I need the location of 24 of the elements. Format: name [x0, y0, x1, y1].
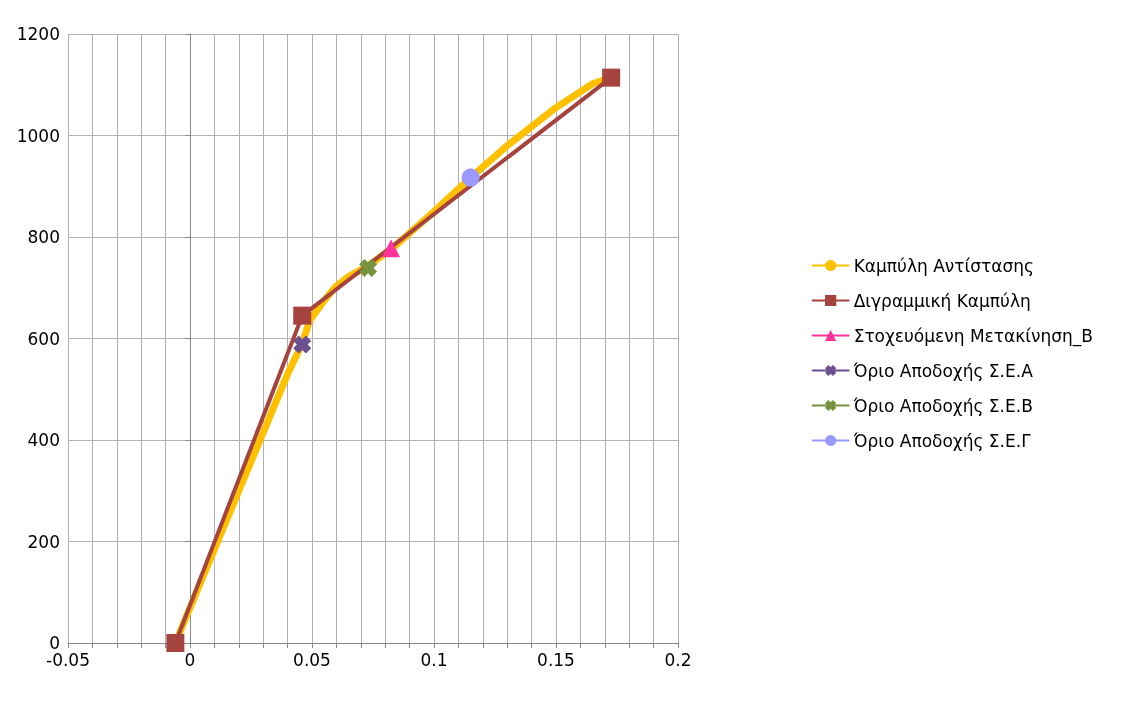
x-tick-label: 0.15: [537, 649, 575, 670]
point: [359, 258, 378, 277]
y-tick-label: 1200: [16, 24, 60, 44]
x-tick-label: 0.05: [293, 649, 331, 670]
legend-label: Όριο Αποδοχής Σ.Ε.Γ: [852, 430, 1032, 451]
x-tick-label: 0: [184, 649, 196, 670]
legend-label: Καμπύλη Αντίστασης: [853, 255, 1034, 276]
y-tick-label: 400: [27, 430, 60, 450]
point: [293, 306, 312, 325]
point: [602, 68, 621, 87]
y-tick-label: 1000: [16, 125, 60, 146]
legend-label: Όριο Αποδοχής Σ.Ε.Α: [852, 360, 1034, 381]
point: [461, 168, 480, 187]
y-tick-label: 200: [27, 531, 60, 552]
point: [166, 634, 185, 652]
x-tick-label: 0.1: [420, 649, 448, 670]
x-tick-label: 0.2: [664, 649, 692, 670]
y-tick-label: 800: [27, 227, 60, 247]
point: [382, 239, 401, 258]
y-tick-label: 600: [27, 328, 60, 349]
point: [293, 335, 312, 354]
legend-label: Όριο Αποδοχής Σ.Ε.Β: [852, 395, 1033, 416]
legend-label: Στοχευόμενη Μετακίνηση_Β: [853, 325, 1094, 347]
legend-label: Διγραμμική Καμπύλη: [853, 290, 1031, 311]
